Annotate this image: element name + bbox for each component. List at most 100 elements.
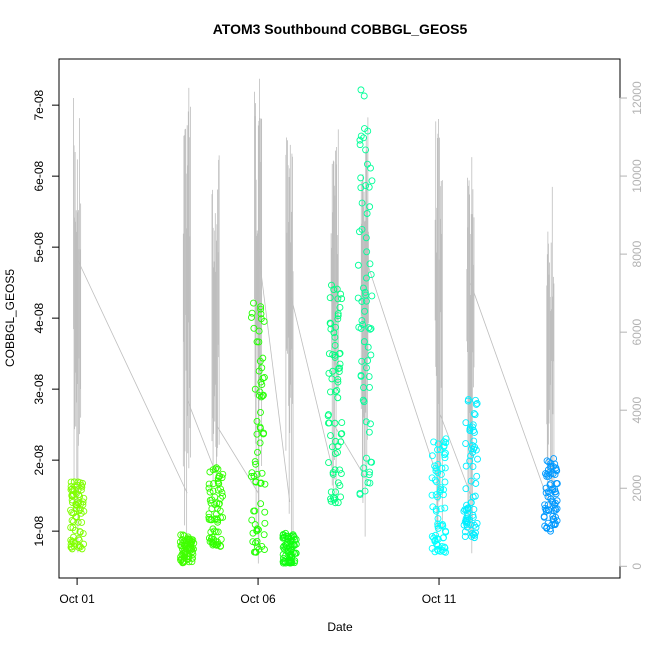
data-point	[183, 550, 191, 558]
data-point	[432, 467, 440, 475]
data-point	[250, 299, 257, 307]
data-point	[214, 474, 222, 482]
data-point	[217, 494, 225, 502]
data-point	[338, 419, 346, 427]
data-point	[261, 546, 268, 554]
data-point	[473, 519, 481, 527]
data-point	[208, 538, 216, 546]
data-point	[359, 396, 367, 404]
data-point	[358, 199, 366, 207]
data-point	[362, 418, 370, 426]
data-point	[252, 548, 260, 556]
data-point	[360, 134, 368, 142]
data-point	[471, 492, 479, 500]
data-point	[439, 491, 447, 499]
altitude-transit	[257, 250, 291, 502]
data-point	[77, 543, 84, 551]
data-point	[361, 307, 369, 315]
data-point	[280, 542, 288, 550]
data-point	[362, 146, 370, 154]
data-point	[430, 438, 438, 446]
data-point	[357, 86, 365, 94]
data-point	[338, 295, 346, 303]
data-point	[462, 419, 470, 427]
data-point	[329, 367, 337, 375]
data-point	[260, 318, 268, 325]
x-tick-label: Oct 01	[59, 592, 95, 606]
data-point	[260, 531, 268, 539]
data-point	[434, 460, 442, 468]
data-point	[334, 315, 342, 323]
data-point	[282, 542, 290, 550]
data-point	[214, 518, 222, 526]
data-point	[251, 385, 259, 393]
data-point	[259, 392, 267, 400]
data-point	[442, 528, 450, 536]
data-point	[251, 521, 259, 528]
data-point	[547, 480, 555, 488]
y-tick-label: 1e-08	[32, 515, 46, 546]
y2-tick-label: 6000	[630, 318, 644, 345]
data-point	[206, 496, 214, 504]
y2-tick-label: 10000	[630, 159, 644, 193]
data-point	[367, 164, 374, 172]
data-point	[437, 505, 445, 513]
data-point	[214, 528, 222, 536]
data-point	[551, 521, 559, 529]
data-point	[177, 531, 185, 539]
data-point	[549, 498, 557, 506]
data-point	[470, 427, 478, 434]
data-point	[434, 545, 441, 553]
data-point	[469, 423, 476, 431]
data-point	[180, 532, 188, 540]
data-point	[251, 458, 259, 466]
data-point	[358, 317, 366, 324]
data-point	[67, 540, 75, 548]
data-point	[360, 92, 368, 100]
data-point	[437, 521, 445, 529]
data-point	[462, 440, 470, 447]
data-point	[331, 353, 339, 361]
data-point	[254, 448, 261, 456]
data-point	[68, 517, 76, 524]
data-point	[67, 486, 75, 494]
data-point	[472, 400, 480, 408]
data-point	[357, 324, 365, 332]
data-point	[325, 411, 332, 418]
data-point	[364, 343, 372, 351]
data-point	[543, 457, 551, 465]
data-point	[364, 160, 371, 168]
altitude-transit	[186, 399, 217, 474]
data-point	[472, 524, 480, 531]
data-point	[363, 248, 371, 256]
data-point	[367, 271, 375, 279]
data-point	[442, 439, 450, 447]
data-point	[356, 136, 364, 144]
data-point	[472, 446, 480, 454]
data-point	[70, 478, 78, 486]
data-point	[326, 294, 334, 302]
y-tick-label: 7e-08	[32, 89, 46, 120]
data-point	[332, 488, 339, 496]
data-point	[547, 470, 555, 478]
data-point	[366, 260, 374, 268]
data-point	[368, 458, 376, 466]
data-point	[291, 557, 299, 565]
data-point	[248, 469, 256, 477]
data-point	[328, 443, 336, 451]
data-point	[250, 472, 258, 480]
y2-tick-label: 2000	[630, 475, 644, 502]
data-point	[68, 543, 75, 551]
data-point	[441, 504, 449, 512]
data-point	[368, 292, 376, 300]
data-point	[467, 477, 475, 485]
y-tick-label: 5e-08	[32, 231, 46, 262]
data-point	[441, 464, 449, 472]
data-point	[367, 325, 375, 333]
data-point	[360, 338, 368, 346]
data-point	[473, 472, 481, 480]
data-point	[255, 338, 263, 346]
data-point	[468, 529, 476, 537]
data-point	[211, 527, 218, 535]
data-point	[363, 210, 371, 217]
